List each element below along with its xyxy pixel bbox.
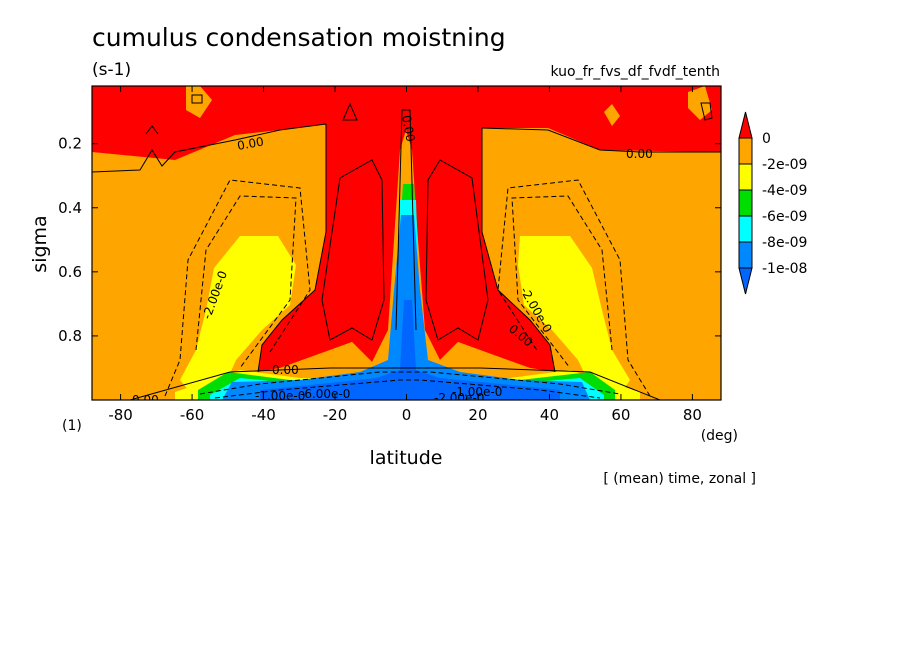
x-tick-label: 80 — [683, 406, 702, 424]
contour-left-lobe-dashed — [195, 195, 297, 369]
contour-red-left-outline — [257, 124, 327, 373]
contour-marker-right — [700, 102, 713, 121]
x-tick-label: 20 — [468, 406, 487, 424]
field-orange-patch-right — [688, 86, 712, 120]
colorbar-label: -6e-09 — [762, 209, 807, 225]
colorbar-top-arrow — [738, 111, 753, 139]
colorbar-label: -4e-09 — [762, 183, 807, 199]
colorbar-segment — [738, 241, 753, 269]
chart-title: cumulus condensation moistning — [92, 23, 506, 52]
x-axis-unit: (deg) — [701, 428, 738, 444]
contour-label: 0.00 — [132, 393, 159, 407]
x-tick-label: 40 — [540, 406, 559, 424]
y-axis-unit: (1) — [62, 418, 82, 434]
contour-bottom-solid — [129, 367, 661, 400]
contour-marker-left — [191, 94, 203, 104]
contour-right-lobe-outer — [497, 179, 651, 397]
x-tick-label: 0 — [402, 406, 412, 424]
field-yellow-right-lobe — [518, 236, 630, 392]
contour-label: -6.00e-0 — [300, 387, 350, 401]
contour-left-lobe-outer — [164, 179, 311, 397]
colorbar-segment — [738, 137, 753, 165]
contour-zero-upper — [92, 123, 327, 173]
contour-label: 0.00 — [236, 135, 265, 153]
contour-label: 0.00 — [399, 114, 417, 143]
x-tick-label: -20 — [323, 406, 348, 424]
contour-label: -1.00e-0 — [452, 385, 502, 399]
x-tick-label: -40 — [251, 406, 276, 424]
y-axis-label: sigma — [29, 215, 51, 272]
contour-bottom-dashed-2 — [214, 379, 601, 399]
x-axis: -80 -60 -40 -20 0 20 40 60 80 — [108, 86, 702, 424]
y-tick-label: 0.2 — [58, 135, 82, 153]
contour-triangle-left — [342, 102, 358, 121]
y-tick-label: 0.6 — [58, 263, 82, 281]
colorbar-segment — [738, 215, 753, 243]
contour-inner-left — [321, 159, 385, 341]
x-axis-label: latitude — [370, 447, 443, 469]
colorbar: 0 -2e-09 -4e-09 -6e-09 -8e-09 -1e-08 — [738, 111, 807, 295]
contour-red-right-outline — [481, 128, 556, 373]
x-tick-label: 60 — [611, 406, 630, 424]
field-deep-blue-core — [260, 300, 560, 400]
x-tick-label: -80 — [108, 406, 133, 424]
contour-triangle-small — [145, 125, 159, 135]
colorbar-bottom-arrow — [738, 267, 753, 295]
x-tick-label: -60 — [180, 406, 205, 424]
contour-inner-right — [425, 159, 489, 341]
contour-lines — [92, 94, 721, 400]
y-axis: 0.2 0.4 0.6 0.8 — [58, 135, 721, 345]
contour-label: -2.00e-0 — [434, 391, 484, 405]
colorbar-label: -2e-09 — [762, 157, 807, 173]
y-tick-label: 0.4 — [58, 199, 82, 217]
contour-zero-upper-right — [481, 127, 721, 153]
contour-center-spike — [395, 109, 417, 331]
contour-label: -1.00e-0 — [255, 389, 305, 403]
dataset-name: kuo_fr_fvs_df_fvdf_tenth — [551, 64, 721, 80]
colorbar-label: 0 — [762, 131, 771, 147]
field-red-top — [92, 86, 721, 372]
plot-area: 0.00 0.00 0.00 -2.00e-0 -2.00e-0 0.00 0.… — [91, 85, 722, 407]
field-orange-patch-tiny — [604, 104, 620, 126]
colorbar-label: -8e-09 — [762, 235, 807, 251]
field-orange-patch-left — [186, 86, 212, 118]
contour-label: 0.00 — [626, 147, 653, 161]
colorbar-segment — [738, 189, 753, 217]
chart-units: (s-1) — [92, 60, 131, 80]
colorbar-label: -1e-08 — [762, 261, 807, 277]
colorbar-segment — [738, 163, 753, 191]
contour-bottom-dashed-1 — [199, 371, 621, 395]
averaging-note: [ (mean) time, zonal ] — [603, 471, 756, 487]
y-tick-label: 0.8 — [58, 327, 82, 345]
contour-right-lobe-dashed — [511, 195, 613, 369]
contour-label: 0.00 — [272, 363, 299, 377]
field-yellow-left-lobe — [180, 236, 296, 392]
